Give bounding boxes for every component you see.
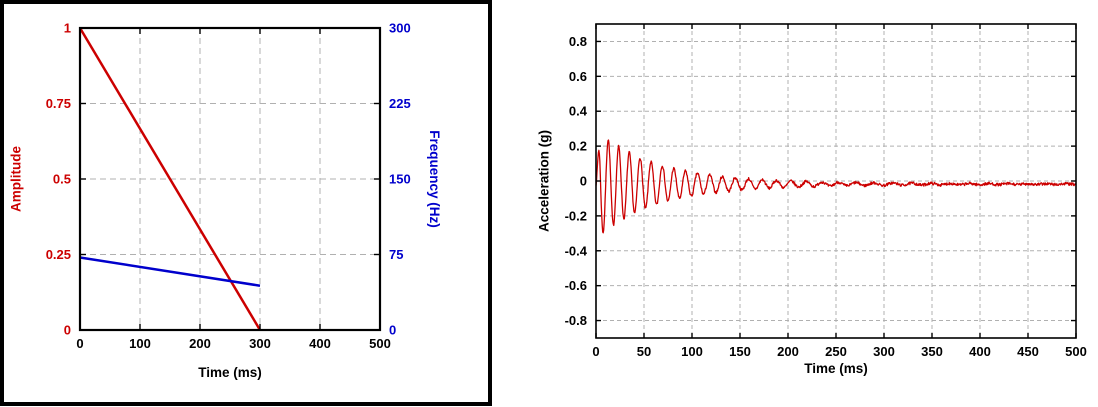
y-tick-label-left: 0.25 — [46, 247, 71, 262]
amplitude-axis-title: Amplitude — [8, 146, 24, 212]
acceleration-chart: 0 50 100 150 200 250 300 350 400 450 500 -0.8 -0.6 -0… — [530, 4, 1090, 407]
acceleration-chart-gridlines — [596, 24, 1076, 338]
y-tick-label-right: 300 — [389, 21, 411, 36]
x-tick-label: 450 — [1017, 344, 1039, 359]
acceleration-chart-svg: 0 50 100 150 200 250 300 350 400 450 500 -0.8 -0.6 -0… — [565, 23, 1087, 359]
x-tick-label: 150 — [729, 344, 751, 359]
acceleration-axis-title: Acceleration (g) — [536, 129, 552, 233]
frequency-line — [79, 256, 261, 287]
x-tick-label: 200 — [189, 336, 211, 351]
y-tick-label-left: 0 — [580, 174, 587, 189]
acceleration-trace — [595, 139, 1077, 234]
sweep-profile-panel: 0 100 200 300 400 500 0 0.25 0.5 0.75 1 0 75 150 225 30… — [0, 0, 492, 406]
x-tick-label: 100 — [129, 336, 151, 351]
acceleration-chart-tick-marks — [595, 24, 1077, 338]
x-tick-label: 200 — [777, 344, 799, 359]
x-tick-label: 0 — [592, 344, 599, 359]
y-tick-label-right: 0 — [389, 323, 396, 338]
x-tick-label: 500 — [369, 336, 391, 351]
y-tick-label-right: 75 — [389, 247, 403, 262]
y-tick-label-left: 1 — [64, 21, 71, 36]
y-tick-label-left: 0 — [64, 323, 71, 338]
y-tick-label-right: 150 — [389, 172, 411, 187]
x-tick-label: 400 — [969, 344, 991, 359]
x-tick-label: 100 — [681, 344, 703, 359]
y-tick-label-left: 0.75 — [46, 96, 71, 111]
x-tick-label: 350 — [921, 344, 943, 359]
time-axis-title-right-chart: Time (ms) — [804, 361, 868, 376]
sweep-profile-chart-svg: 0 100 200 300 400 50000.250.50.75107515022530… — [46, 21, 411, 352]
sweep-profile-chart-tick-marks — [79, 27, 381, 331]
y-tick-label-left: 0.5 — [53, 172, 71, 187]
x-tick-label: 300 — [873, 344, 895, 359]
x-tick-label: 500 — [1065, 344, 1087, 359]
x-tick-label: 400 — [309, 336, 331, 351]
sweep-profile-chart: 0 100 200 300 400 500 0 0.25 0.5 0.75 1 0 75 150 225 30… — [4, 4, 488, 407]
y-tick-label-right: 225 — [389, 96, 411, 111]
sweep-profile-chart-gridlines — [80, 28, 380, 330]
y-tick-label-left: -0.8 — [565, 313, 587, 328]
y-tick-label-left: 0.6 — [569, 69, 587, 84]
x-tick-label: 300 — [249, 336, 271, 351]
y-tick-label-left: -0.4 — [565, 243, 588, 258]
y-tick-label-left: 0.4 — [569, 104, 588, 119]
y-tick-label-left: -0.2 — [565, 208, 587, 223]
time-axis-title-left-chart: Time (ms) — [198, 365, 262, 380]
y-tick-label-left: 0.2 — [569, 139, 587, 154]
y-tick-label-left: 0.8 — [569, 34, 587, 49]
x-tick-label: 0 — [76, 336, 83, 351]
frequency-axis-title: Frequency (Hz) — [426, 130, 442, 228]
x-tick-label: 50 — [637, 344, 651, 359]
amplitude-line — [78, 27, 262, 331]
x-tick-label: 250 — [825, 344, 847, 359]
y-tick-label-left: -0.6 — [565, 278, 587, 293]
acceleration-panel: 0 50 100 150 200 250 300 350 400 450 500 -0.8 -0.6 -0… — [530, 4, 1090, 402]
